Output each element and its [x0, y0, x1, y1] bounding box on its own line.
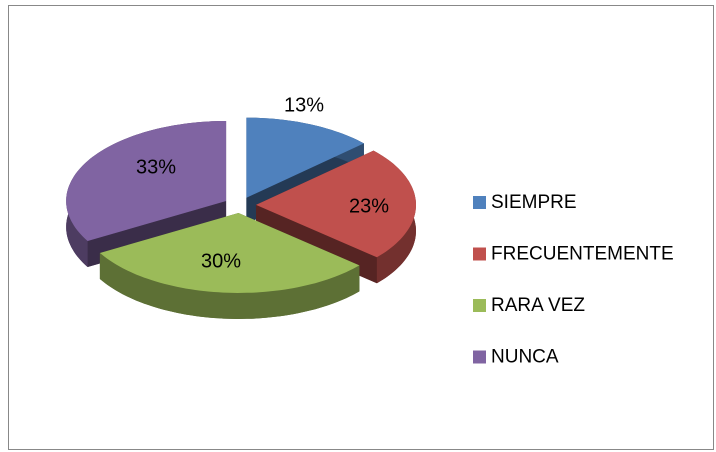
pie-slice-group	[66, 121, 227, 267]
legend-swatch	[473, 299, 486, 312]
pie: 13% 23% 30% 33%	[66, 94, 416, 319]
data-label: 33%	[136, 156, 176, 178]
pie-slice	[99, 213, 360, 293]
slice-outer-wall	[99, 253, 360, 319]
legend-label: SIEMPRE	[491, 192, 577, 213]
legend-swatch	[473, 247, 486, 261]
pie-slice	[246, 117, 364, 198]
legend: SIEMPRE FRECUENTEMENTE RARA VEZ NUNCA	[473, 192, 674, 368]
legend-swatch	[473, 196, 486, 209]
pie-slice	[256, 150, 416, 258]
data-label: 23%	[349, 195, 389, 217]
legend-label: NUNCA	[491, 347, 559, 368]
pie-slice-group	[99, 213, 360, 319]
pie-slice	[66, 121, 227, 241]
legend-label: FRECUENTEMENTE	[491, 244, 674, 265]
data-label: 30%	[201, 250, 241, 272]
data-label: 13%	[284, 94, 324, 116]
legend-label: RARA VEZ	[491, 295, 585, 316]
legend-swatch	[473, 350, 486, 364]
